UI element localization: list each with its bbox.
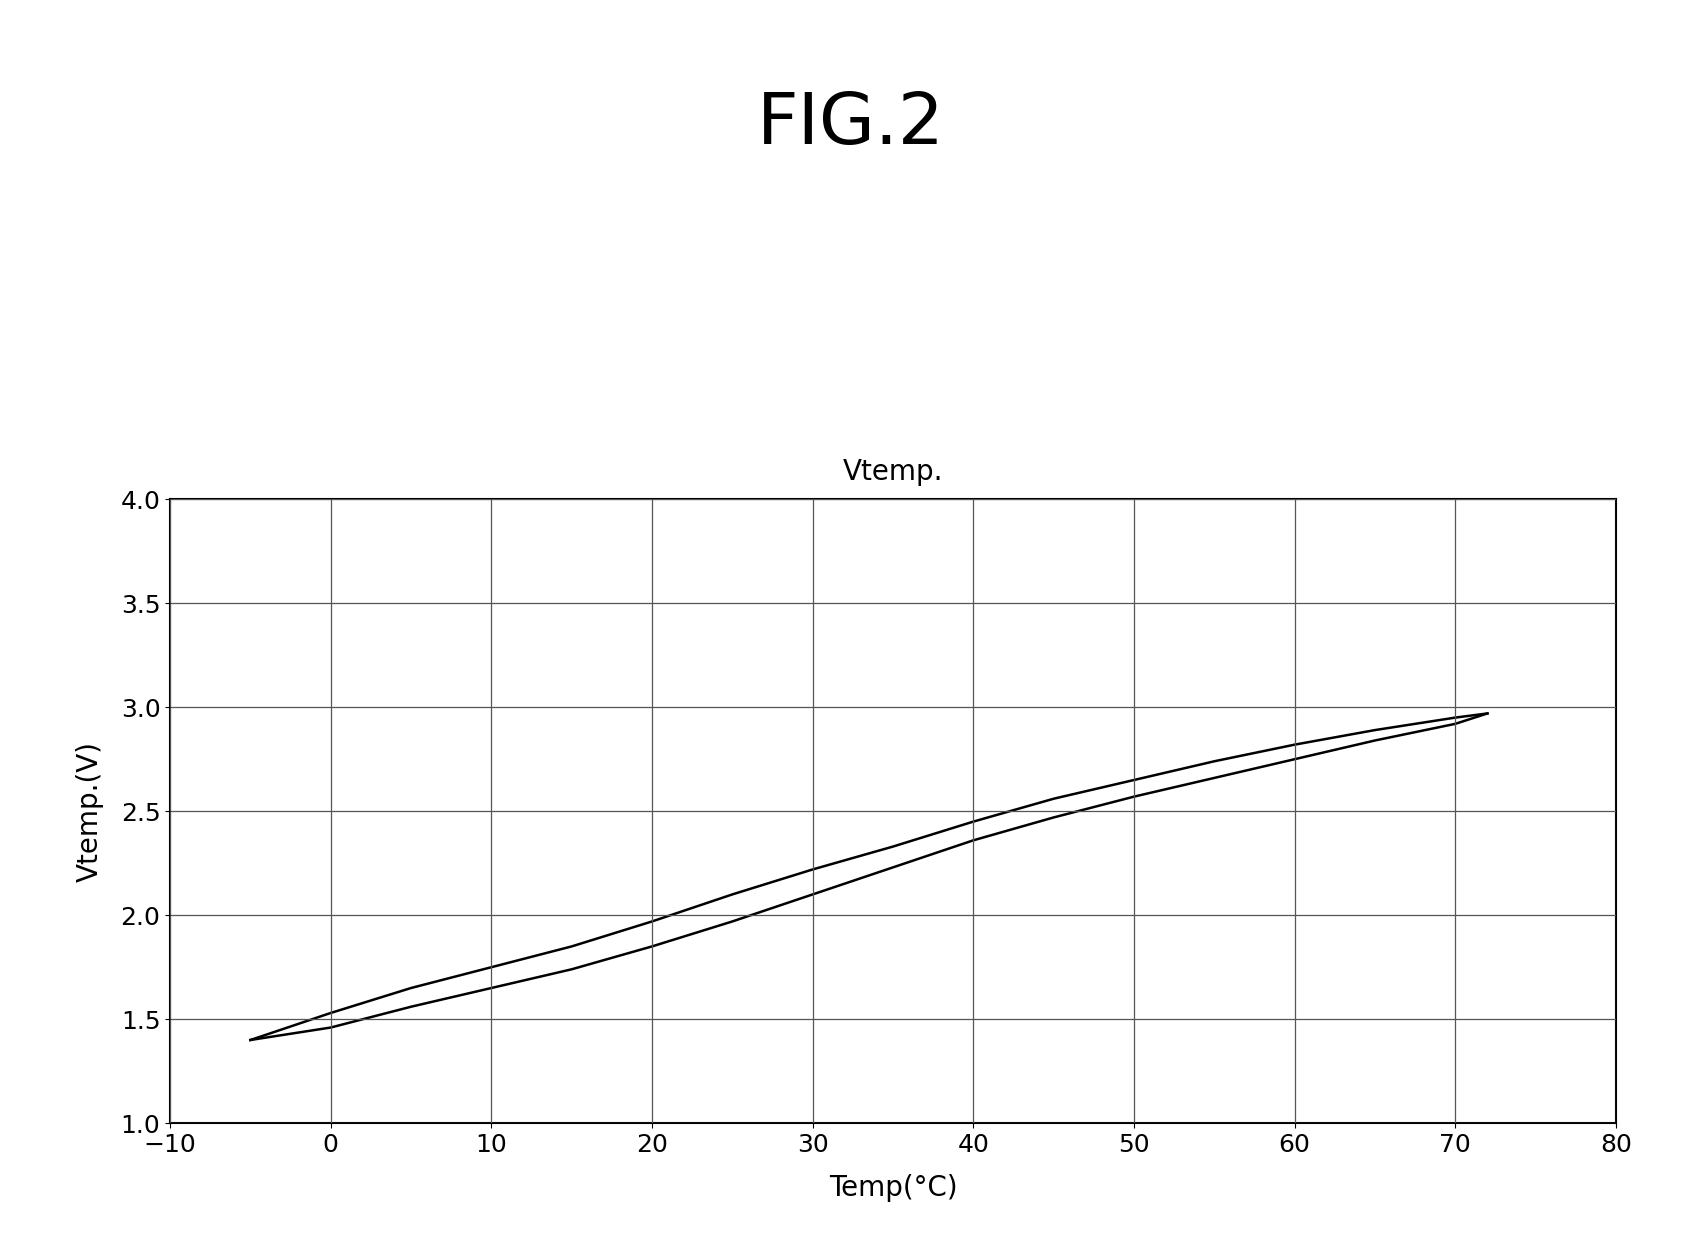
- Y-axis label: Vtemp.(V): Vtemp.(V): [77, 741, 104, 881]
- Title: Vtemp.: Vtemp.: [842, 458, 944, 485]
- Text: FIG.2: FIG.2: [757, 90, 944, 160]
- X-axis label: Temp(°C): Temp(°C): [828, 1173, 958, 1202]
